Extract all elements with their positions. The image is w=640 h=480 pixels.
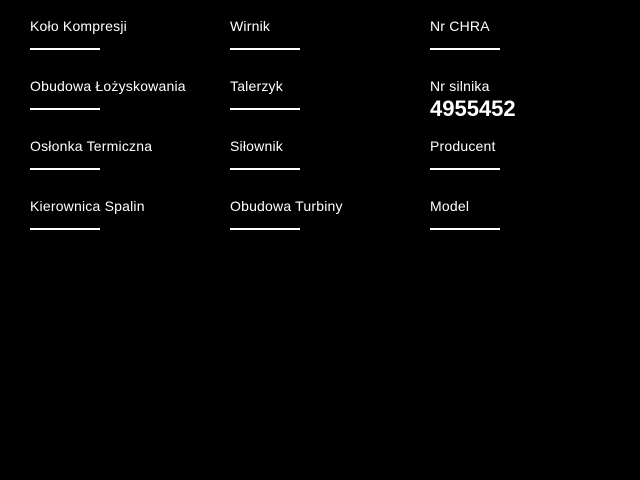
field-nr-chra[interactable]: Nr CHRA xyxy=(430,19,620,50)
field-value[interactable]: 4955452 xyxy=(430,96,516,121)
text-input-underline[interactable] xyxy=(30,48,100,50)
field-kierownica-spalin[interactable]: Kierownica Spalin xyxy=(30,199,220,230)
text-input-underline[interactable] xyxy=(30,228,100,230)
field-obudowa-lozyskowania[interactable]: Obudowa Łożyskowania xyxy=(30,79,220,110)
text-input-underline[interactable] xyxy=(30,168,100,170)
text-input-underline[interactable] xyxy=(230,168,300,170)
field-label: Nr silnika xyxy=(430,78,490,94)
field-talerzyk[interactable]: Talerzyk xyxy=(230,79,420,110)
text-input-underline[interactable] xyxy=(430,48,500,50)
text-input-underline[interactable] xyxy=(230,48,300,50)
field-kolo-kompresji[interactable]: Koło Kompresji xyxy=(30,19,220,50)
field-label: Model xyxy=(430,198,470,214)
field-obudowa-turbiny[interactable]: Obudowa Turbiny xyxy=(230,199,420,230)
field-label: Koło Kompresji xyxy=(30,18,127,34)
field-model[interactable]: Model xyxy=(430,199,620,230)
text-input-underline[interactable] xyxy=(430,228,500,230)
field-label: Osłonka Termiczna xyxy=(30,138,153,154)
field-label: Obudowa Łożyskowania xyxy=(30,78,186,94)
field-label: Wirnik xyxy=(230,18,271,34)
field-label: Nr CHRA xyxy=(430,18,490,34)
field-silownik[interactable]: Siłownik xyxy=(230,139,420,170)
text-input-underline[interactable] xyxy=(430,168,500,170)
field-label: Kierownica Spalin xyxy=(30,198,145,214)
field-wirnik[interactable]: Wirnik xyxy=(230,19,420,50)
field-producent[interactable]: Producent xyxy=(430,139,620,170)
field-oslonka-termiczna[interactable]: Osłonka Termiczna xyxy=(30,139,220,170)
field-label: Siłownik xyxy=(230,138,283,154)
text-input-underline[interactable] xyxy=(230,108,300,110)
field-label: Obudowa Turbiny xyxy=(230,198,343,214)
text-input-underline[interactable] xyxy=(230,228,300,230)
text-input-underline[interactable] xyxy=(30,108,100,110)
field-label: Producent xyxy=(430,138,496,154)
field-nr-silnika[interactable]: Nr silnika 4955452 xyxy=(430,79,620,121)
field-label: Talerzyk xyxy=(230,78,283,94)
